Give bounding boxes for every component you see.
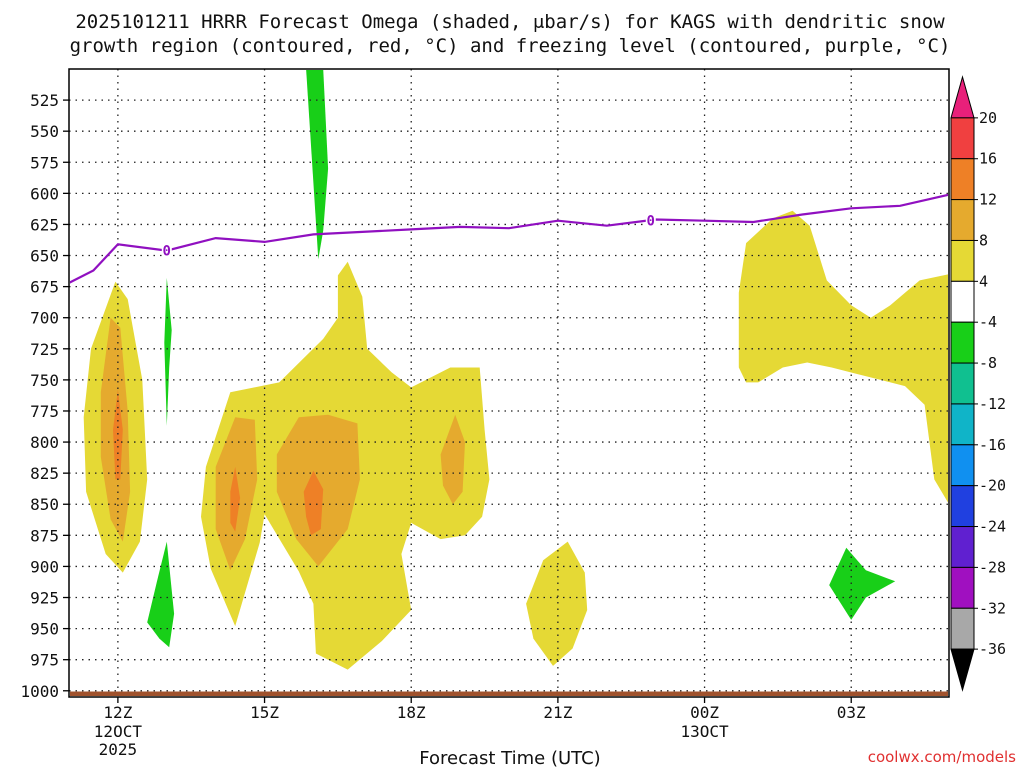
omega-region-2 xyxy=(113,389,123,480)
colorbar-swatch-10 xyxy=(950,485,975,528)
y-tick-label-900: 900 xyxy=(30,557,59,576)
y-tick-label-675: 675 xyxy=(30,278,59,297)
omega-region-14 xyxy=(829,547,896,620)
y-tick-label-750: 750 xyxy=(30,371,59,390)
y-tick-label-700: 700 xyxy=(30,309,59,328)
colorbar-swatch-9 xyxy=(950,444,975,487)
colorbar-tick-label-13: -36 xyxy=(979,640,1006,658)
omega-region-11 xyxy=(306,70,329,260)
y-axis-pressure: 525 550 575 600 625 650 675 700 725 750 775 800 825 8… xyxy=(20,91,69,701)
colorbar-tick-label-10: -24 xyxy=(979,518,1006,536)
colorbar-swatch-3 xyxy=(950,199,975,241)
colorbar-swatch-7 xyxy=(950,362,975,405)
y-tick-label-1000: 1000 xyxy=(20,682,59,701)
colorbar-tick-label-7: -12 xyxy=(979,395,1006,413)
y-tick-label-925: 925 xyxy=(30,589,59,608)
omega-region-5 xyxy=(230,466,241,532)
colorbar-swatch-2 xyxy=(950,158,975,201)
omega-region-7 xyxy=(303,470,324,536)
x-tick-sublabel-00Z-0: 13OCT xyxy=(680,722,729,741)
colorbar-tick-label-4: 4 xyxy=(979,272,988,290)
y-tick-label-725: 725 xyxy=(30,340,59,359)
colorbar-swatch-12 xyxy=(950,566,975,609)
x-tick-label-12Z: 12Z xyxy=(103,703,132,722)
x-axis-title: Forecast Time (UTC) xyxy=(419,748,600,768)
colorbar-swatch-11 xyxy=(950,526,975,568)
x-tick-label-21Z: 21Z xyxy=(543,703,572,722)
colorbar-swatch-5 xyxy=(950,280,975,323)
y-tick-label-575: 575 xyxy=(30,153,59,172)
y-tick-label-600: 600 xyxy=(30,184,59,203)
x-tick-label-03Z: 03Z xyxy=(837,703,866,722)
freezing-label-bg-0 xyxy=(161,242,172,258)
plot-frame xyxy=(68,68,950,698)
y-tick-label-975: 975 xyxy=(30,651,59,670)
colorbar-swatch-1 xyxy=(950,117,975,160)
colorbar-tick-label-12: -32 xyxy=(979,599,1006,617)
colorbar-swatch-8 xyxy=(950,403,975,446)
y-tick-label-800: 800 xyxy=(30,433,59,452)
colorbar-tick-label-1: 16 xyxy=(979,150,997,168)
ground-layer xyxy=(70,691,948,696)
y-tick-label-950: 950 xyxy=(30,620,59,639)
y-tick-label-775: 775 xyxy=(30,402,59,421)
colorbar-tick-label-5: -4 xyxy=(979,313,997,331)
omega-region-12 xyxy=(164,277,172,426)
x-tick-label-15Z: 15Z xyxy=(250,703,279,722)
colorbar-legend: 20 16 12 8 4 -4 -8 -12 -16 -20 -24 -28 -32 -36 xyxy=(950,75,1006,692)
chart-title-line-1: 2025101211 HRRR Forecast Omega (shaded, … xyxy=(75,11,945,33)
y-tick-label-650: 650 xyxy=(30,247,59,266)
colorbar-tick-label-11: -28 xyxy=(979,558,1006,576)
colorbar-tick-label-8: -16 xyxy=(979,436,1006,454)
y-tick-label-825: 825 xyxy=(30,464,59,483)
plot-area xyxy=(69,69,949,697)
freezing-level-label-1: 0 xyxy=(647,214,655,230)
y-tick-label-625: 625 xyxy=(30,215,59,234)
colorbar-swatch-13 xyxy=(950,607,975,650)
omega-region-10 xyxy=(738,210,948,503)
x-tick-label-18Z: 18Z xyxy=(397,703,426,722)
freezing-level-contour: 00 xyxy=(70,193,948,284)
colorbar-swatch-4 xyxy=(950,239,975,282)
colorbar-bottom-arrow xyxy=(950,648,975,692)
y-tick-label-875: 875 xyxy=(30,526,59,545)
freezing-level-line xyxy=(70,193,948,284)
x-tick-sublabel-12Z-1: 2025 xyxy=(99,740,138,759)
gridlines xyxy=(69,69,949,697)
colorbar-swatch-6 xyxy=(950,321,975,364)
freezing-label-bg-1 xyxy=(645,212,656,228)
freezing-level-label-0: 0 xyxy=(163,244,171,260)
site-credit: coolwx.com/models xyxy=(868,748,1016,766)
y-tick-label-850: 850 xyxy=(30,495,59,514)
x-tick-sublabel-12Z-0: 12OCT xyxy=(94,722,143,741)
y-tick-label-525: 525 xyxy=(30,91,59,110)
colorbar-tick-label-6: -8 xyxy=(979,354,997,372)
omega-shaded-regions xyxy=(83,70,948,670)
ground-surface-band xyxy=(70,691,948,696)
x-tick-label-00Z: 00Z xyxy=(690,703,719,722)
colorbar-tick-label-0: 20 xyxy=(979,109,997,127)
chart-title-line-2: growth region (contoured, red, °C) and f… xyxy=(70,35,951,57)
colorbar-tick-label-9: -20 xyxy=(979,477,1006,495)
colorbar-tick-label-3: 8 xyxy=(979,231,988,249)
omega-region-8 xyxy=(440,414,465,505)
omega-region-9 xyxy=(526,541,588,666)
colorbar-tick-label-2: 12 xyxy=(979,191,997,209)
omega-region-13 xyxy=(147,541,175,648)
y-tick-label-550: 550 xyxy=(30,122,59,141)
